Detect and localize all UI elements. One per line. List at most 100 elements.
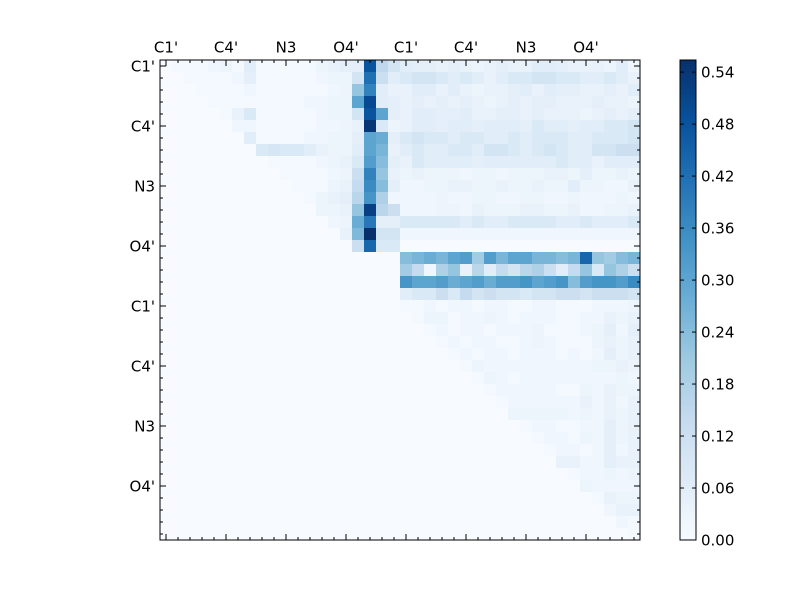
heatmap-cell <box>364 360 377 373</box>
heatmap-cell <box>436 60 449 73</box>
heatmap-cell <box>484 288 497 301</box>
heatmap-cell <box>616 408 629 421</box>
heatmap-cell <box>580 108 593 121</box>
heatmap-cell <box>628 168 641 181</box>
heatmap-cell <box>556 456 569 469</box>
heatmap-cell <box>460 156 473 169</box>
heatmap-cell <box>628 336 641 349</box>
heatmap-cell <box>328 216 341 229</box>
heatmap-cell <box>424 84 437 97</box>
heatmap-cell <box>292 336 305 349</box>
heatmap-cell <box>484 528 497 541</box>
heatmap-cell <box>244 456 257 469</box>
heatmap-cell <box>424 384 437 397</box>
heatmap-cell <box>196 108 209 121</box>
heatmap-cell <box>556 528 569 541</box>
heatmap-cell <box>460 180 473 193</box>
heatmap-cell <box>532 120 545 133</box>
heatmap-cell <box>388 432 401 445</box>
heatmap-cell <box>436 396 449 409</box>
colorbar <box>679 59 697 541</box>
heatmap-cell <box>268 192 281 205</box>
heatmap-cell <box>532 324 545 337</box>
heatmap-cell <box>364 528 377 541</box>
heatmap-cell <box>532 420 545 433</box>
heatmap-cell <box>220 324 233 337</box>
heatmap-cell <box>232 132 245 145</box>
heatmap-cell <box>568 240 581 253</box>
heatmap-cell <box>208 396 221 409</box>
heatmap-cell <box>268 60 281 73</box>
heatmap-cell <box>352 96 365 109</box>
heatmap-cell <box>580 468 593 481</box>
heatmap-cell <box>556 492 569 505</box>
heatmap-cell <box>592 312 605 325</box>
heatmap-cell <box>196 456 209 469</box>
heatmap-cell <box>352 216 365 229</box>
heatmap-cell <box>556 516 569 529</box>
heatmap-cell <box>496 252 509 265</box>
heatmap-cell <box>352 468 365 481</box>
heatmap-cell <box>208 192 221 205</box>
heatmap-cell <box>256 360 269 373</box>
heatmap-cell <box>244 204 257 217</box>
heatmap-cell <box>292 252 305 265</box>
heatmap-cell <box>484 144 497 157</box>
heatmap-cell <box>568 72 581 85</box>
heatmap-cell <box>388 372 401 385</box>
heatmap-cell <box>532 408 545 421</box>
heatmap-cell <box>268 324 281 337</box>
heatmap-cell <box>220 288 233 301</box>
heatmap-cell <box>412 168 425 181</box>
heatmap-cell <box>604 204 617 217</box>
heatmap-cell <box>604 312 617 325</box>
heatmap-cell <box>460 216 473 229</box>
heatmap-cell <box>220 84 233 97</box>
heatmap-cell <box>268 408 281 421</box>
heatmap-cell <box>496 468 509 481</box>
heatmap-cell <box>412 444 425 457</box>
heatmap-cell <box>232 456 245 469</box>
heatmap-cell <box>184 84 197 97</box>
heatmap-cell <box>388 444 401 457</box>
heatmap-cell <box>400 468 413 481</box>
heatmap-cell <box>424 120 437 133</box>
heatmap-cell <box>400 348 413 361</box>
heatmap-cell <box>448 312 461 325</box>
heatmap-cell <box>160 168 173 181</box>
heatmap-cell <box>436 528 449 541</box>
heatmap-cell <box>604 432 617 445</box>
heatmap-cell <box>604 360 617 373</box>
heatmap-cell <box>604 384 617 397</box>
heatmap-cell <box>232 516 245 529</box>
heatmap-cell <box>616 312 629 325</box>
heatmap-cell <box>556 504 569 517</box>
heatmap-cell <box>340 492 353 505</box>
heatmap-cell <box>472 348 485 361</box>
heatmap-cell <box>424 516 437 529</box>
heatmap-cell <box>580 96 593 109</box>
heatmap-cell <box>484 312 497 325</box>
heatmap-cell <box>208 228 221 241</box>
heatmap-cell <box>328 444 341 457</box>
heatmap-cell <box>160 408 173 421</box>
heatmap-cell <box>340 504 353 517</box>
heatmap-cell <box>376 132 389 145</box>
heatmap-cell <box>400 396 413 409</box>
heatmap-cell <box>532 168 545 181</box>
heatmap-cell <box>352 168 365 181</box>
heatmap-cell <box>268 108 281 121</box>
heatmap-cell <box>208 96 221 109</box>
heatmap-cell <box>412 324 425 337</box>
heatmap-cell <box>256 324 269 337</box>
heatmap-cell <box>544 336 557 349</box>
heatmap-cell <box>568 156 581 169</box>
heatmap-cell <box>256 264 269 277</box>
heatmap-cell <box>412 252 425 265</box>
heatmap-cell <box>472 372 485 385</box>
heatmap-cell <box>304 300 317 313</box>
heatmap-cell <box>172 492 185 505</box>
heatmap-cell <box>376 504 389 517</box>
heatmap-cell <box>244 60 257 73</box>
